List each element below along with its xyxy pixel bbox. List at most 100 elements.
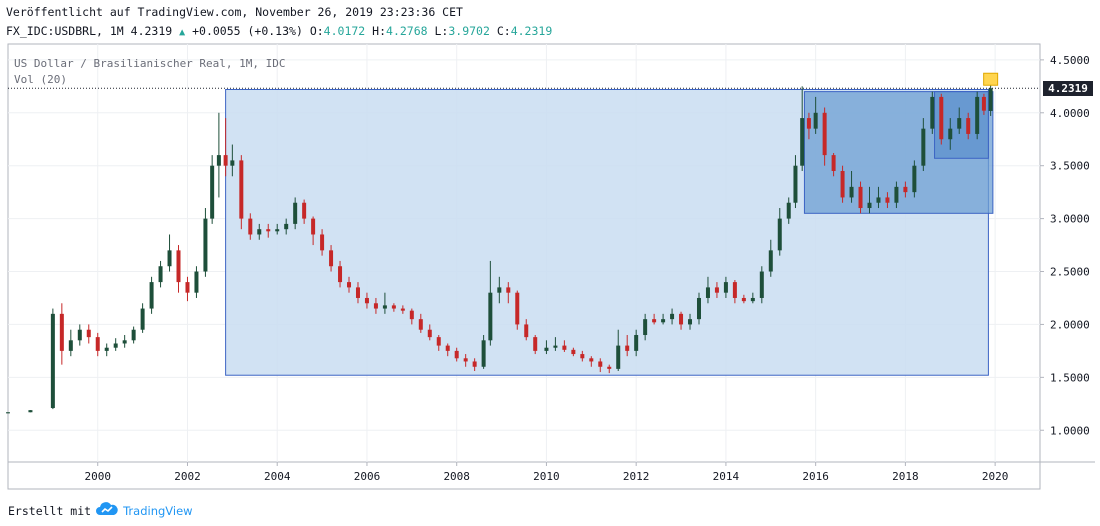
candle-body	[113, 343, 118, 348]
plot-frame	[7, 43, 1041, 490]
candle-body	[140, 308, 145, 330]
y-tick-label: 2.0000	[1050, 318, 1090, 331]
candle-body	[679, 313, 684, 325]
candle-body	[95, 337, 100, 351]
candle-body	[741, 297, 746, 302]
candle-body	[158, 266, 163, 283]
x-tick-label: 2018	[892, 470, 919, 483]
candle-body	[68, 340, 73, 351]
candle-body	[688, 319, 693, 325]
created-with-label: Erstellt mit	[8, 503, 92, 518]
candle-body	[894, 186, 899, 203]
candle-body	[506, 287, 511, 293]
candle-body	[533, 337, 538, 351]
candle-body	[912, 165, 917, 193]
candle-body	[544, 347, 549, 351]
candle-body	[86, 329, 91, 338]
candle-body	[364, 297, 369, 304]
candle-body	[149, 282, 154, 309]
candle-body	[427, 329, 432, 338]
candle-body	[607, 366, 612, 369]
footer: Erstellt mit TradingView	[8, 502, 193, 519]
y-tick-label: 3.5000	[1050, 160, 1090, 173]
candle-body	[768, 250, 773, 272]
candle-body	[957, 118, 962, 129]
candle-body	[373, 303, 378, 309]
candle-body	[284, 223, 289, 230]
candle-body	[210, 165, 215, 219]
x-tick-label: 2010	[533, 470, 560, 483]
candle-body	[497, 287, 502, 293]
candle-body	[981, 96, 986, 111]
candle-body	[975, 96, 980, 134]
candle-body	[185, 282, 190, 293]
candle-body	[876, 197, 881, 203]
candle-body	[786, 202, 791, 219]
x-tick-label: 2006	[354, 470, 381, 483]
candle-body	[382, 305, 387, 309]
candle-body	[418, 319, 423, 330]
candle-body	[634, 335, 639, 351]
x-tick-label: 2016	[802, 470, 829, 483]
candle-body	[122, 340, 127, 344]
candle-body	[524, 324, 529, 338]
y-tick-label: 3.0000	[1050, 213, 1090, 226]
candle-body	[822, 112, 827, 156]
y-tick-label: 4.0000	[1050, 107, 1090, 120]
candle-body	[302, 202, 307, 219]
candle-body	[223, 155, 228, 166]
candle-body	[216, 155, 221, 166]
candle-body	[553, 345, 558, 348]
x-tick-label: 2014	[713, 470, 740, 483]
candle-body	[589, 358, 594, 362]
candle-body	[409, 310, 414, 320]
last-candle-marker	[983, 72, 999, 86]
candle-body	[230, 160, 235, 166]
candle-body	[562, 345, 567, 350]
candle-body	[661, 319, 666, 323]
low-value: 3.9702	[448, 24, 490, 38]
x-tick-label: 2008	[443, 470, 470, 483]
candle-body	[867, 202, 872, 209]
candle-body	[77, 329, 82, 341]
close-value: 4.2319	[510, 24, 553, 38]
y-tick-label: 2.5000	[1050, 266, 1090, 279]
candle-body	[59, 313, 64, 351]
candle-body	[391, 305, 396, 309]
candle-body	[104, 347, 109, 351]
candle-body	[625, 345, 630, 351]
candle-body	[643, 319, 648, 336]
candle-body	[750, 297, 755, 302]
last-price: 4.2319	[130, 24, 173, 38]
candle-body	[167, 250, 172, 267]
candle-body	[930, 96, 935, 129]
x-tick-label: 2004	[264, 470, 291, 483]
chart-legend-title: US Dollar / Brasilianischer Real, 1M, ID…	[14, 57, 286, 70]
candle-body	[320, 234, 325, 251]
candle-body	[571, 349, 576, 355]
candle-body	[329, 250, 334, 267]
candle-body	[759, 271, 764, 298]
candle-body	[903, 186, 908, 193]
candle-body	[849, 186, 854, 198]
publish-info: Veröffentlicht auf TradingView.com, Nove…	[6, 5, 463, 19]
y-tick-label: 1.5000	[1050, 371, 1090, 384]
candle-body	[705, 287, 710, 298]
x-tick-label: 2012	[623, 470, 650, 483]
candle-body	[616, 345, 621, 369]
x-tick-label: 2000	[84, 470, 111, 483]
candle-body	[598, 361, 603, 367]
candle-body	[472, 361, 477, 367]
tradingview-cloud-icon[interactable]	[95, 502, 119, 519]
candle-body	[347, 282, 352, 288]
tradingview-brand-link[interactable]: TradingView	[123, 503, 193, 518]
candle-body	[355, 287, 360, 298]
candle-body	[813, 112, 818, 129]
candle-body	[194, 271, 199, 293]
candle-body	[400, 308, 405, 311]
close-label: C:	[496, 24, 511, 38]
candle-body	[50, 313, 55, 409]
price-change: +0.0055 (+0.13%)	[192, 24, 303, 38]
last-price-tag: 4.2319	[1043, 81, 1093, 97]
